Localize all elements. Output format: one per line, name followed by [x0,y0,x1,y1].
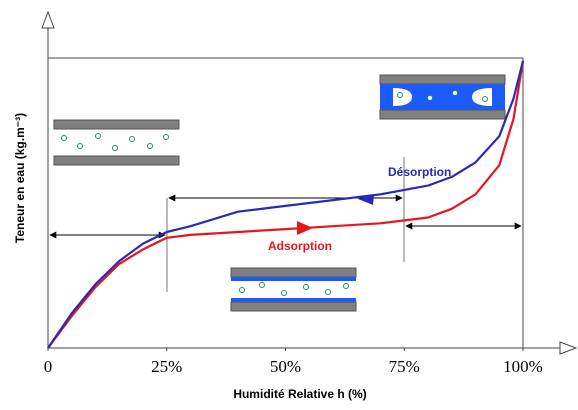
y-axis-title: Teneur en eau (kg.m⁻³) [13,113,27,243]
x-tick-label: 100% [503,357,543,376]
series-label: Désorption [388,165,451,179]
x-tick-label: 50% [270,357,301,376]
x-tick-label: 75% [389,357,420,376]
series-label: Adsorption [268,239,332,253]
pore-dry [53,119,180,166]
series-line [47,60,525,349]
x-tick-label: 25% [151,357,182,376]
curve-arrow [297,221,313,235]
pore-film [230,267,357,312]
x-axis-title: Humidité Relative h (%) [233,387,366,401]
frame [41,10,578,355]
curve-arrow [358,195,374,205]
series-line [47,60,525,349]
x-tick-label: 0 [44,357,53,376]
pore-wet [379,74,506,120]
